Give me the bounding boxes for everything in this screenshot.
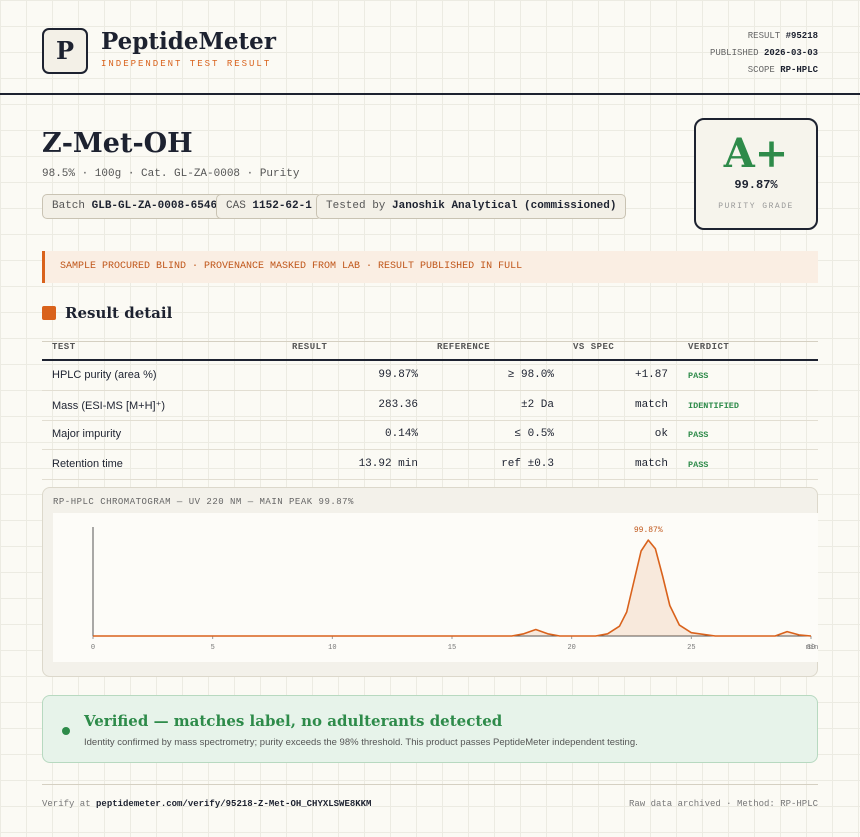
chart-title: RP-HPLC CHROMATOGRAM — UV 220 NM — MAIN …	[53, 497, 354, 507]
table-header: REFERENCE	[437, 342, 491, 352]
tagline: INDEPENDENT TEST RESULT	[101, 59, 272, 69]
table-header: TEST	[52, 342, 76, 352]
table-cell: PASS	[688, 460, 709, 470]
table-cell: HPLC purity (area %)	[52, 369, 157, 381]
table-cell: Major impurity	[52, 428, 122, 440]
verified-text: Identity confirmed by mass spectrometry;…	[84, 737, 638, 748]
table-cell: match	[634, 399, 668, 411]
table-cell: ≥ 98.0%	[507, 369, 554, 381]
grade-value: 99.87%	[734, 178, 778, 192]
section-icon	[42, 306, 56, 320]
table-cell: PASS	[688, 430, 709, 440]
row-rule	[42, 479, 818, 480]
rule	[42, 359, 818, 361]
x-tick-label: 20	[567, 644, 575, 652]
peak-area	[93, 540, 811, 636]
section-title: Result detail	[65, 304, 173, 322]
chip: Batch GLB-GL-ZA-0008-6546	[42, 194, 228, 219]
verified-title: Verified — matches label, no adulterants…	[84, 712, 503, 730]
table-cell: Mass (ESI-MS [M+H]⁺)	[52, 400, 166, 412]
grade-letter: A+	[723, 130, 789, 177]
table-header: RESULT	[292, 342, 328, 352]
meta-label: SCOPE	[747, 65, 775, 75]
table-cell: 0.14%	[384, 428, 418, 440]
peak-label: 99.87%	[634, 526, 663, 535]
table-header: VS SPEC	[573, 342, 615, 352]
meta-label: PUBLISHED	[709, 48, 759, 58]
chip-value: GLB-GL-ZA-0008-6546	[91, 200, 218, 212]
table-cell: ref ±0.3	[501, 458, 554, 470]
chip-label: Batch	[52, 200, 86, 212]
meta-value: RP-HPLC	[780, 65, 818, 75]
notice: SAMPLE PROCURED BLIND · PROVENANCE MASKE…	[42, 251, 818, 283]
x-tick-label: 30	[807, 644, 815, 652]
verified-dot	[62, 727, 70, 735]
x-tick-label: 15	[448, 644, 456, 652]
logo: P	[42, 28, 88, 74]
brand: PeptideMeter	[101, 28, 276, 55]
verify-label: Verify at	[42, 799, 91, 809]
table-cell: IDENTIFIED	[688, 401, 740, 411]
chip-value: Janoshik Analytical (commissioned)	[392, 200, 617, 212]
table-cell: ≤ 0.5%	[514, 428, 554, 440]
meta-row: PUBLISHED 2026-03-03	[710, 45, 818, 62]
trace	[93, 539, 812, 637]
rule	[42, 341, 818, 342]
x-tick-label: 10	[328, 644, 336, 652]
grade-label: PURITY GRADE	[718, 202, 794, 211]
chip: CAS 1152-62-1	[216, 194, 322, 219]
x-axis-label: min	[806, 644, 818, 652]
plot-bg	[53, 513, 818, 662]
rule	[42, 784, 818, 785]
x-tick-label: 0	[91, 644, 95, 652]
meta-label: RESULT	[747, 31, 781, 41]
meta: RESULT #95218 PUBLISHED 2026-03-03 SCOPE R…	[710, 28, 818, 79]
meta-row: SCOPE RP-HPLC	[710, 62, 818, 79]
table-header: VERDICT	[688, 342, 730, 352]
verify-url: peptidemeter.com/verify/95218-Z-Met-OH_C…	[96, 799, 372, 809]
row-rule	[42, 449, 818, 450]
x-tick-label: 5	[211, 644, 215, 652]
chip-value: 1152-62-1	[252, 200, 312, 212]
meta-value: #95218	[785, 31, 818, 41]
verified-box: Verified — matches label, no adulterants…	[42, 695, 818, 763]
table-cell: +1.87	[634, 369, 668, 381]
table-cell: ok	[654, 428, 668, 440]
table-cell: 99.87%	[378, 369, 418, 381]
footer-right: Raw data archived · Method: RP-HPLC	[628, 799, 818, 809]
chip-label: Tested by	[326, 200, 386, 212]
table-cell: Retention time	[52, 458, 123, 470]
row-rule	[42, 390, 818, 391]
row-rule	[42, 420, 818, 421]
chip: Tested by Janoshik Analytical (commissio…	[316, 194, 627, 219]
table-cell: 13.92 min	[358, 458, 418, 470]
product-name: Z-Met-OH	[42, 128, 193, 159]
table-cell: ±2 Da	[520, 399, 554, 411]
chip-label: CAS	[226, 200, 246, 212]
table-cell: match	[634, 458, 668, 470]
divider	[0, 93, 860, 95]
product-subtitle: 98.5% · 100g · Cat. GL-ZA-0008 · Purity	[42, 168, 300, 180]
grade-card: A+ 99.87% PURITY GRADE	[694, 118, 818, 230]
table-cell: PASS	[688, 371, 709, 381]
x-tick-label: 25	[687, 644, 695, 652]
table-cell: 283.36	[378, 399, 418, 411]
meta-row: RESULT #95218	[710, 28, 818, 45]
footer-left: Verify at peptidemeter.com/verify/95218-…	[42, 799, 371, 809]
meta-value: 2026-03-03	[763, 48, 818, 58]
